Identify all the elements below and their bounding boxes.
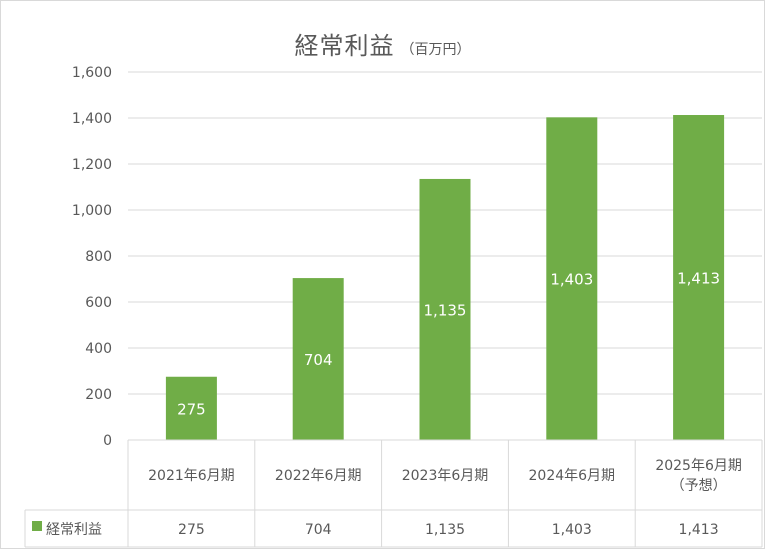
table-value-cell: 1,413 — [679, 522, 719, 538]
bar — [546, 117, 598, 440]
bar-value-label: 1,413 — [677, 270, 720, 288]
legend-swatch — [32, 521, 42, 531]
bar-value-label: 704 — [304, 351, 333, 369]
bar-value-label: 275 — [177, 400, 206, 418]
y-tick-label: 1,600 — [72, 65, 112, 81]
bar — [292, 278, 344, 440]
chart-title: 経常利益 （百万円） — [0, 26, 765, 61]
x-category-label: 2025年6月期 — [655, 458, 742, 474]
table-value-cell: 275 — [178, 522, 205, 538]
y-tick-label: 600 — [85, 295, 112, 311]
y-tick-label: 400 — [85, 341, 112, 357]
table-value-cell: 1,403 — [552, 522, 592, 538]
chart-title-text: 経常利益 — [294, 32, 395, 60]
y-tick-label: 200 — [85, 387, 112, 403]
legend-series-name: 経常利益 — [46, 522, 102, 538]
x-category-label: 2024年6月期 — [529, 468, 616, 484]
bar — [165, 376, 217, 440]
bar-value-label: 1,403 — [550, 271, 593, 289]
bar — [419, 178, 471, 440]
bar-value-label: 1,135 — [424, 301, 467, 319]
y-tick-label: 1,400 — [72, 111, 112, 127]
chart-unit-label: （百万円） — [400, 42, 471, 58]
bar — [673, 115, 725, 440]
y-tick-label: 1,200 — [72, 157, 112, 173]
x-category-label: （予想） — [671, 478, 727, 494]
y-tick-label: 0 — [103, 433, 112, 449]
table-value-cell: 1,135 — [425, 522, 465, 538]
x-category-label: 2023年6月期 — [402, 468, 489, 484]
x-category-label: 2021年6月期 — [148, 468, 235, 484]
y-tick-label: 800 — [85, 249, 112, 265]
table-value-cell: 704 — [305, 522, 332, 538]
x-category-label: 2022年6月期 — [275, 468, 362, 484]
y-tick-label: 1,000 — [72, 203, 112, 219]
